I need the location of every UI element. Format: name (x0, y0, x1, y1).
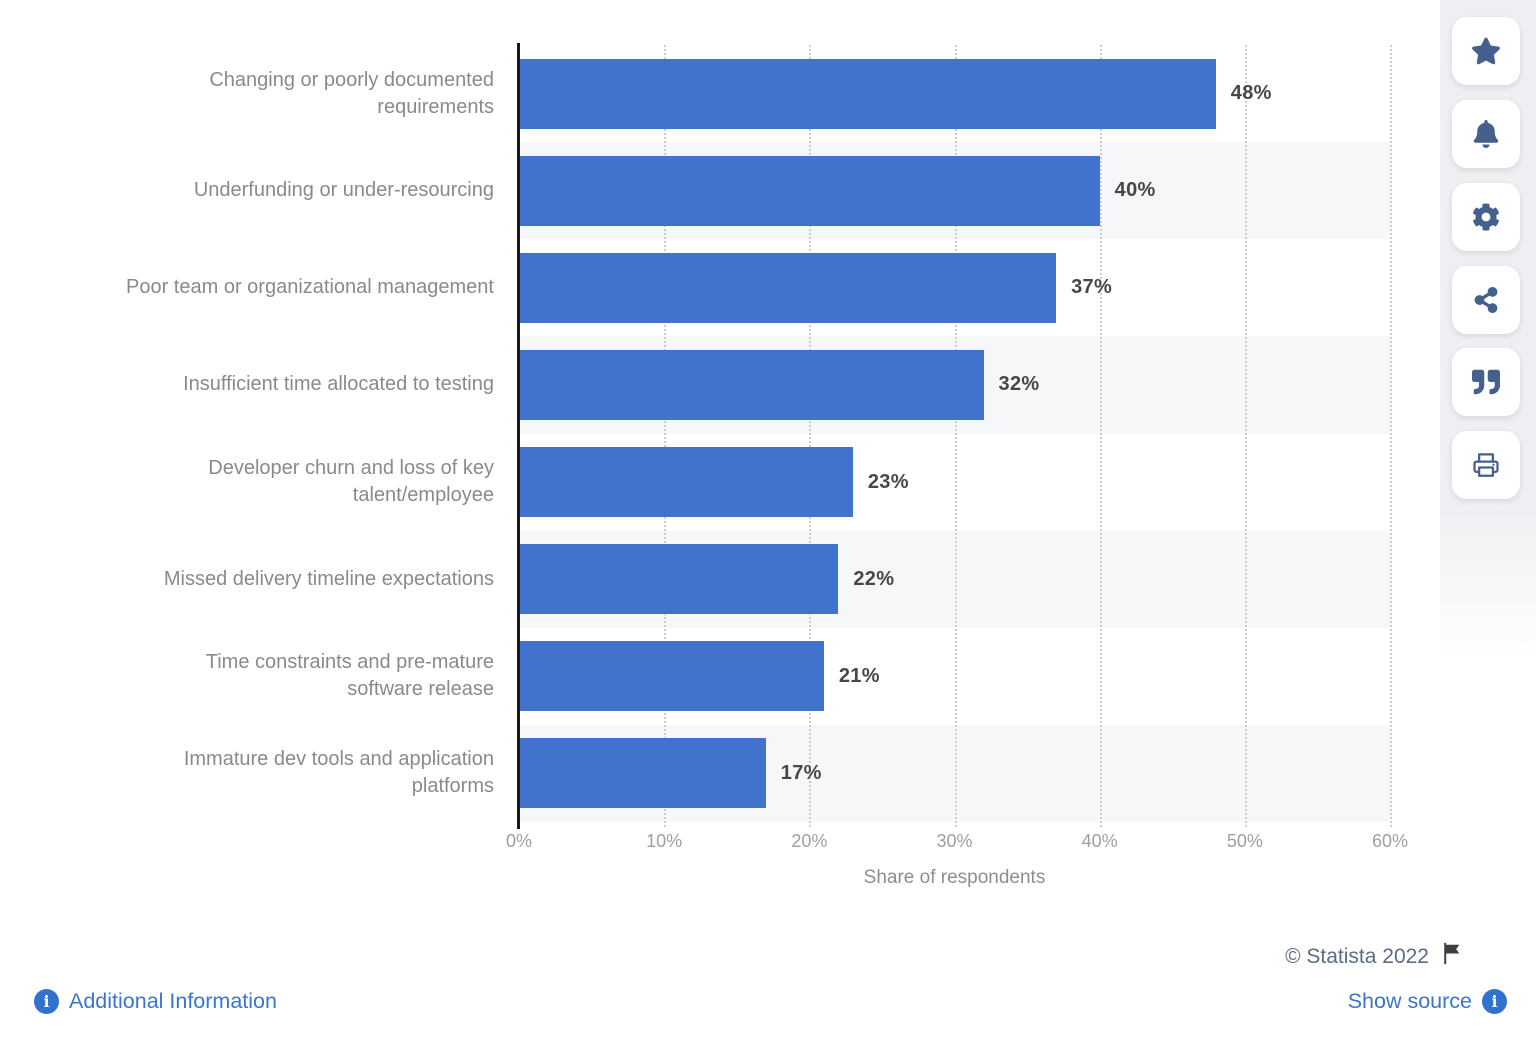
x-axis-title: Share of respondents (863, 867, 1046, 888)
copyright-text: © Statista 2022 (1285, 944, 1429, 968)
print-icon (1471, 450, 1501, 480)
gridline (1244, 45, 1247, 827)
value-label: 17% (780, 761, 822, 784)
info-icon: i (34, 989, 59, 1014)
category-label-poor-management: Poor team or organizational management (126, 276, 494, 299)
category-label-missed-timeline: Missed delivery timeline expectations (163, 567, 494, 590)
value-label: 23% (867, 470, 909, 493)
category-label-developer-churn: Developer churn and loss of key talent/e… (208, 457, 494, 507)
category-labels: Changing or poorly documented requiremen… (0, 45, 494, 822)
show-source-label: Show source (1347, 989, 1472, 1013)
additional-information-link[interactable]: i Additional Information (34, 989, 277, 1014)
bar-immature-tools[interactable] (519, 738, 766, 809)
gridline (809, 45, 812, 827)
x-tick: 0% (505, 831, 533, 851)
copyright: © Statista 2022 (1285, 941, 1465, 972)
gridline (1390, 45, 1392, 827)
share-icon (1473, 287, 1499, 313)
bar-missed-timeline[interactable] (519, 544, 839, 615)
category-label-time-constraints: Time constraints and pre-mature software… (205, 651, 494, 701)
value-label: 22% (853, 567, 895, 590)
category-label-immature-tools: Immature dev tools and application platf… (183, 748, 494, 798)
settings-button[interactable] (1452, 183, 1520, 251)
show-source-link[interactable]: Show source i (1348, 989, 1507, 1014)
alerts-button[interactable] (1452, 100, 1520, 168)
favorite-button[interactable] (1452, 17, 1520, 85)
cite-button[interactable] (1452, 348, 1520, 416)
print-button[interactable] (1452, 431, 1520, 499)
bell-icon (1472, 120, 1500, 148)
value-label: 40% (1114, 179, 1156, 202)
value-label: 32% (998, 373, 1040, 396)
bar-developer-churn[interactable] (519, 447, 853, 517)
category-label-underfunding: Underfunding or under-resourcing (193, 179, 494, 202)
x-tick: 60% (1371, 831, 1409, 851)
x-tick: 20% (791, 831, 828, 851)
category-label-insufficient-testing-time: Insufficient time allocated to testing (183, 373, 494, 396)
star-icon (1471, 36, 1501, 66)
bar-insufficient-testing-time[interactable] (519, 349, 984, 420)
gridline (1099, 45, 1102, 827)
gear-icon (1472, 203, 1500, 231)
quote-icon (1472, 368, 1500, 396)
x-axis-ticks: 0% 10% 20% 30% 40% 50% 60% (506, 831, 1408, 855)
bar-underfunding[interactable] (519, 155, 1100, 226)
x-tick: 50% (1226, 831, 1263, 851)
y-axis-line (517, 43, 520, 829)
x-tick: 10% (646, 831, 683, 851)
bar-changing-requirements[interactable] (519, 58, 1216, 129)
gridline (954, 45, 957, 827)
share-button[interactable] (1452, 266, 1520, 334)
gridline (664, 45, 667, 827)
value-label: 37% (1071, 276, 1113, 299)
x-tick: 40% (1081, 831, 1118, 851)
bar-time-constraints[interactable] (519, 641, 824, 712)
additional-information-label: Additional Information (69, 989, 277, 1013)
flag-icon[interactable] (1440, 941, 1465, 972)
plot-area: 48% 40% 37% 32% 23% 22% 21% 17% (519, 45, 1392, 827)
category-label-changing-requirements: Changing or poorly documented requiremen… (209, 68, 494, 118)
x-tick: 30% (936, 831, 973, 851)
value-label: 48% (1230, 82, 1272, 105)
bar-poor-management[interactable] (519, 252, 1057, 323)
info-icon: i (1482, 989, 1507, 1014)
value-label: 21% (838, 664, 880, 687)
